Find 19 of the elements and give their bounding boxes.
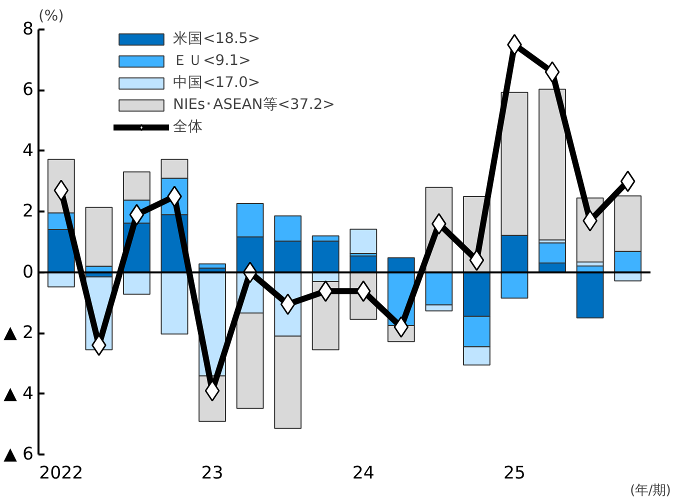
y-tick-label: ▲ 2 xyxy=(4,323,34,344)
y-tick-label: 8 xyxy=(22,20,34,40)
x-tick-label: 24 xyxy=(352,464,374,484)
y-tick-label: 6 xyxy=(22,80,34,100)
y-axis-title: (%) xyxy=(38,8,64,24)
x-tick-label: 2022 xyxy=(39,464,84,484)
legend-label: 全体 xyxy=(173,117,203,136)
x-axis-title: (年/期) xyxy=(630,484,671,498)
y-tick-label: ▲ 6 xyxy=(4,444,34,464)
legend-label: NIEs･ASEAN等<37.2> xyxy=(173,95,335,114)
x-tick-label: 25 xyxy=(503,464,526,484)
legend-label: 中国<17.0> xyxy=(173,73,260,92)
y-tick-label: 0 xyxy=(22,262,34,282)
legend-label: ＥＵ<9.1> xyxy=(173,51,251,70)
y-tick-label: 4 xyxy=(22,140,34,161)
x-tick-label: 23 xyxy=(201,464,224,484)
y-tick-label: 2 xyxy=(22,202,34,222)
y-tick-label: ▲ 4 xyxy=(4,384,34,404)
legend-label: 米国<18.5> xyxy=(173,29,260,48)
